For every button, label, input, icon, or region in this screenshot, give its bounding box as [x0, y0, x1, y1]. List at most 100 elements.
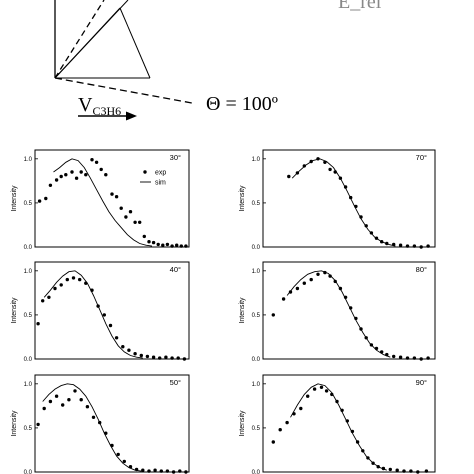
sim-curve	[43, 270, 143, 359]
exp-data-point	[398, 355, 403, 359]
legend-exp-marker	[143, 170, 147, 174]
sim-curve	[42, 383, 142, 472]
y-tick-label: 0.5	[24, 426, 33, 432]
exp-data-point	[78, 277, 82, 282]
exp-data-point	[74, 176, 79, 180]
velocity-arrow-head	[126, 111, 137, 121]
y-tick-label: 0.5	[24, 313, 33, 319]
y-tick-label: 1.0	[252, 382, 261, 388]
exp-data-point	[108, 323, 113, 328]
exp-data-point	[395, 468, 399, 472]
exp-data-point	[295, 286, 300, 291]
exp-data-point	[114, 336, 119, 340]
exp-data-point	[178, 469, 182, 473]
exp-data-point	[182, 357, 187, 361]
exp-data-point	[409, 469, 413, 473]
exp-data-point	[85, 405, 90, 409]
exp-data-point	[405, 356, 410, 360]
y-tick-label: 0.5	[252, 313, 261, 319]
angle-label: 30°	[170, 153, 181, 162]
intensity-panel: 0.0 0.5 1.0 Intensity 40°	[11, 261, 190, 363]
y-tick-label: 0.0	[24, 245, 33, 251]
y-axis-label: Intensity	[239, 297, 246, 324]
panel-frame	[262, 149, 436, 248]
intensity-panel: 0.0 0.5 1.0 Intensity 70°	[239, 149, 436, 251]
exp-data-point	[70, 170, 74, 174]
exp-data-point	[402, 469, 406, 473]
exp-data-point	[145, 354, 150, 359]
y-tick-label: 0.0	[24, 357, 33, 363]
legend-exp-label: exp	[155, 170, 166, 177]
exp-data-point	[59, 174, 63, 179]
exp-data-point	[67, 398, 71, 402]
theta-label: Θ = 100º	[206, 93, 278, 115]
y-tick-label: 0.5	[252, 201, 261, 207]
exp-data-point	[54, 178, 59, 182]
angle-label: 50°	[170, 378, 181, 387]
exp-data-point	[164, 355, 168, 359]
exp-data-point	[285, 420, 289, 425]
exp-data-point	[151, 240, 156, 245]
exp-data-point	[328, 167, 332, 172]
exp-data-point	[104, 173, 108, 177]
panel-frame	[34, 149, 190, 248]
exp-data-point	[48, 183, 53, 187]
exp-data-point	[319, 385, 324, 389]
y-axis-label: Intensity	[239, 410, 246, 437]
exp-data-point	[324, 389, 329, 393]
exp-data-point	[328, 274, 332, 278]
diagonal-solid-line	[54, 0, 129, 79]
exp-data-point	[121, 345, 125, 349]
exp-data-point	[94, 160, 99, 164]
exp-data-point	[426, 356, 430, 360]
exp-data-point	[73, 389, 77, 393]
dashed-direction-line	[54, 0, 105, 79]
exp-data-point	[170, 356, 174, 360]
exp-data-point	[59, 283, 63, 287]
exp-data-point	[91, 415, 96, 419]
exp-data-point	[147, 240, 151, 244]
exp-data-point	[47, 295, 51, 299]
exp-data-point	[54, 394, 59, 398]
exp-data-point	[84, 173, 88, 177]
intensity-panels: 0.0 0.5 1.0 Intensity 30° exp sim 0.0 0.5 1.0 Inte…	[11, 149, 436, 474]
exp-data-point	[271, 440, 275, 444]
newton-diagram: VC3H6 Θ = 100º E_rel	[54, 0, 382, 121]
exp-data-point	[426, 244, 430, 248]
angle-label: 70°	[416, 153, 427, 162]
exp-data-point	[142, 234, 146, 239]
exp-data-point	[110, 192, 114, 196]
y-tick-label: 1.0	[252, 157, 261, 163]
exp-data-point	[151, 355, 156, 359]
y-axis-label: Intensity	[11, 410, 18, 437]
panel-frame	[262, 261, 436, 360]
exp-data-point	[302, 281, 306, 285]
exp-data-point	[416, 470, 420, 474]
exp-data-point	[114, 195, 119, 199]
intensity-panel: 0.0 0.5 1.0 Intensity 50°	[11, 374, 190, 474]
exp-data-point	[306, 394, 310, 398]
exp-data-point	[133, 352, 137, 356]
sim-curve	[291, 158, 396, 247]
exp-data-point	[139, 353, 143, 358]
legend-sim-label: sim	[155, 180, 166, 187]
y-tick-label: 1.0	[24, 382, 33, 388]
exp-data-point	[147, 469, 151, 473]
exp-data-point	[90, 158, 94, 162]
exp-data-point	[79, 398, 83, 402]
exp-data-point	[119, 206, 123, 210]
exp-data-point	[271, 313, 275, 317]
intensity-panel: 0.0 0.5 1.0 Intensity 30° exp sim	[11, 149, 190, 251]
y-axis-label: Intensity	[11, 297, 18, 324]
exp-data-point	[158, 356, 162, 360]
exp-data-point	[299, 406, 303, 411]
exp-data-point	[64, 173, 68, 177]
y-axis-label: Intensity	[11, 185, 18, 212]
exp-data-point	[412, 356, 417, 360]
triangle-side-line	[119, 7, 151, 79]
exp-data-point	[53, 286, 57, 291]
exp-data-point	[170, 244, 174, 248]
y-tick-label: 0.0	[252, 245, 261, 251]
exp-data-point	[278, 428, 282, 432]
angle-label: 90°	[416, 378, 427, 387]
